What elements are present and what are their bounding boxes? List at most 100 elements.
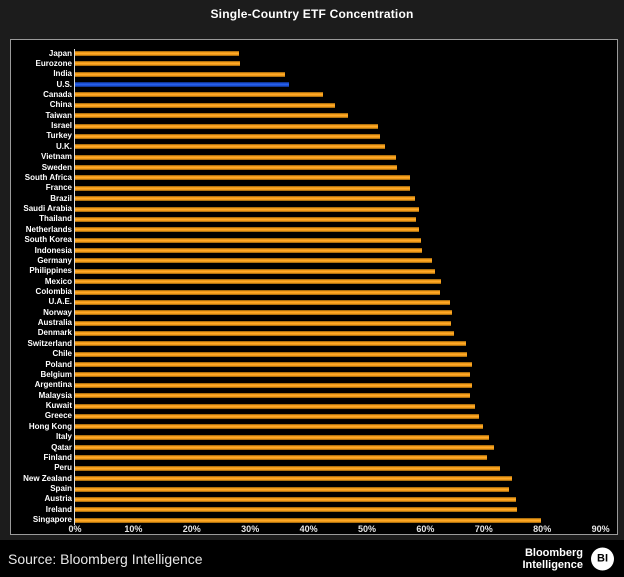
- bar: [75, 206, 419, 212]
- chart-title: Single-Country ETF Concentration: [210, 7, 414, 21]
- bar: [75, 196, 416, 202]
- bar: [75, 237, 421, 243]
- bar: [75, 144, 386, 150]
- country-label: Hong Kong: [28, 421, 72, 431]
- bar: [75, 362, 473, 368]
- bar: [75, 154, 397, 160]
- bar: [75, 372, 471, 378]
- x-axis-tick-label: 70%: [474, 524, 493, 534]
- bar: [75, 434, 490, 440]
- country-label: Chile: [52, 349, 72, 359]
- country-label: South Africa: [24, 172, 72, 182]
- country-label: Qatar: [51, 442, 72, 452]
- bar: [75, 476, 513, 482]
- bar: [75, 61, 241, 67]
- country-label: Indonesia: [34, 245, 72, 255]
- country-label: Japan: [48, 48, 72, 58]
- country-label: Belgium: [40, 369, 72, 379]
- bar: [75, 289, 440, 295]
- x-axis-tick-label: 90%: [591, 524, 610, 534]
- bar: [75, 455, 487, 461]
- bar: [75, 403, 476, 409]
- country-label: Switzerland: [27, 338, 72, 348]
- country-label: Mexico: [44, 276, 72, 286]
- bar-highlighted: [75, 82, 290, 88]
- x-axis-tick-label: 40%: [299, 524, 318, 534]
- bar: [75, 175, 411, 181]
- brand-line1: Bloomberg: [524, 546, 583, 559]
- bar: [75, 413, 480, 419]
- country-label: Canada: [43, 89, 72, 99]
- bar: [75, 51, 240, 56]
- country-label: Brazil: [50, 193, 72, 203]
- bar: [75, 113, 349, 119]
- country-label: Malaysia: [38, 390, 72, 400]
- bar: [75, 507, 517, 513]
- footer-bar: Source: Bloomberg Intelligence Bloomberg…: [0, 540, 624, 577]
- x-axis-tick-label: 50%: [357, 524, 377, 534]
- country-label: India: [53, 69, 72, 79]
- bar: [75, 517, 542, 523]
- x-axis-tick-label: 30%: [241, 524, 260, 534]
- country-label: Kuwait: [45, 401, 72, 411]
- country-label: Sweden: [41, 162, 72, 172]
- country-label: U.A.E.: [48, 297, 72, 307]
- bar: [75, 320, 451, 326]
- bar: [75, 445, 494, 451]
- country-label: Israel: [51, 121, 72, 131]
- x-axis-tick-label: 80%: [533, 524, 552, 534]
- country-label: Philippines: [29, 266, 72, 276]
- country-label: Ireland: [45, 504, 72, 514]
- bar: [75, 268, 435, 274]
- bi-logo-icon: BI: [591, 547, 614, 570]
- bar: [75, 102, 336, 108]
- country-label: Italy: [55, 432, 72, 442]
- country-label: Denmark: [37, 328, 72, 338]
- x-axis-tick-label: 0%: [68, 524, 82, 534]
- bar: [75, 248, 423, 254]
- country-label: Taiwan: [45, 110, 72, 120]
- country-label: Greece: [44, 411, 72, 421]
- country-label: Peru: [54, 463, 72, 473]
- x-axis-tick-label: 10%: [124, 524, 143, 534]
- bar: [75, 123, 379, 129]
- brand-wordmark: Bloomberg Intelligence: [522, 547, 583, 571]
- country-label: Colombia: [35, 287, 72, 296]
- brand-line2: Intelligence: [522, 558, 583, 571]
- bar: [75, 330, 455, 336]
- country-label: Finland: [43, 452, 72, 462]
- bar: [75, 465, 500, 471]
- country-label: U.S.: [56, 79, 72, 89]
- source-label: Source: Bloomberg Intelligence: [8, 550, 203, 567]
- country-label: Australia: [37, 318, 72, 328]
- country-label: Spain: [50, 484, 72, 494]
- bar: [75, 71, 286, 77]
- country-label: Saudi Arabia: [23, 204, 72, 214]
- country-label: China: [49, 100, 72, 110]
- country-label: South Korea: [24, 235, 72, 245]
- country-label: Turkey: [46, 131, 72, 141]
- country-label: Vietnam: [41, 152, 72, 162]
- bar: [75, 351, 467, 357]
- bar: [75, 393, 471, 399]
- bar: [75, 341, 466, 347]
- bar: [75, 227, 419, 233]
- bar: [75, 165, 398, 171]
- y-axis-line: [74, 49, 75, 525]
- bar: [75, 216, 417, 222]
- x-axis-tick-label: 20%: [182, 524, 201, 534]
- plot-area: Japan Eurozone India U.S. Canada China Taiwan I…: [11, 40, 617, 534]
- country-label: Germany: [37, 255, 72, 265]
- bar: [75, 424, 483, 430]
- country-label: France: [45, 183, 72, 193]
- x-axis-tick-label: 60%: [416, 524, 435, 534]
- country-label: New Zealand: [23, 473, 72, 483]
- country-label: Singapore: [32, 515, 72, 525]
- bar: [75, 382, 473, 388]
- country-label: Netherlands: [25, 224, 72, 234]
- bar: [75, 92, 323, 98]
- country-label: U.K.: [56, 141, 72, 151]
- chart-plot-box: Japan Eurozone India U.S. Canada China Taiwan I…: [10, 39, 618, 535]
- bar: [75, 486, 510, 492]
- bar: [75, 310, 452, 316]
